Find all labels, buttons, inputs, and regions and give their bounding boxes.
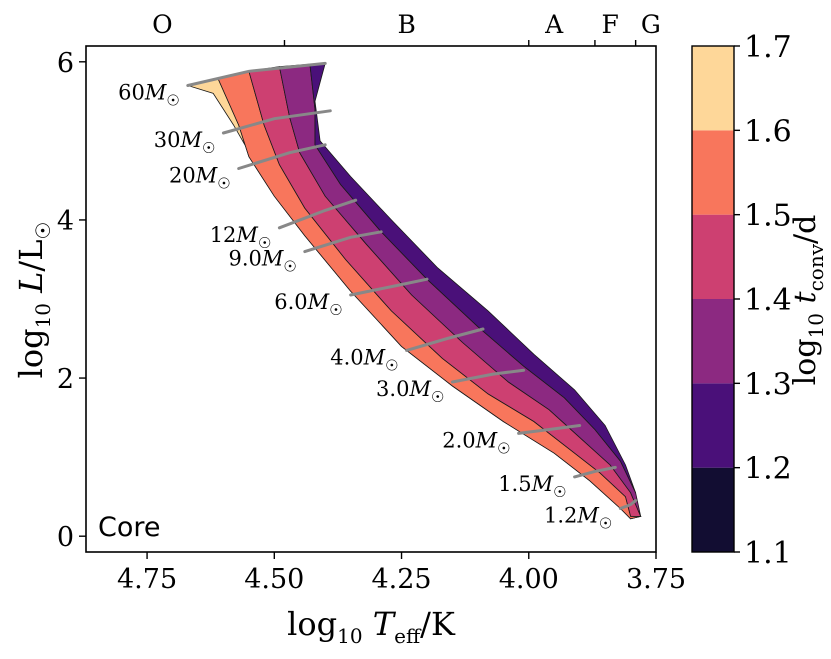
colorbar-tick-label: 1.7 [744, 30, 792, 65]
spectral-type-label: A [544, 10, 564, 39]
track-mass-label: 1.5M☉ [498, 472, 566, 501]
contour-bands [187, 62, 642, 520]
x-tick-label: 4.25 [371, 564, 431, 595]
track-line [303, 230, 383, 254]
colorbar-tick-label: 1.3 [744, 367, 792, 402]
colorbar-tick-label: 1.5 [744, 199, 792, 234]
track-line [450, 368, 526, 384]
y-axis-ticks: 0 2 4 6 [57, 48, 86, 553]
y-tick-label: 2 [57, 364, 74, 395]
track-mass-label: 6.0M☉ [274, 290, 342, 319]
track-line [618, 499, 638, 510]
spectral-type-label: O [152, 10, 173, 39]
spectral-type-label: G [641, 10, 661, 39]
x-tick-label: 4.50 [244, 564, 304, 595]
track-mass-label: 60M☉ [118, 81, 180, 110]
colorbar-segment [692, 299, 734, 384]
track-line [237, 143, 327, 170]
track-mass-label: 20M☉ [169, 164, 231, 193]
x-tick-label: 4.75 [117, 564, 177, 595]
colorbar-tick-label: 1.1 [744, 536, 792, 571]
colorbar-segment [692, 383, 734, 468]
panel-label: Core [98, 512, 161, 543]
track-line [186, 61, 327, 87]
x-tick-label: 3.75 [626, 564, 686, 595]
colorbar-segment [692, 130, 734, 215]
track-line [349, 277, 429, 297]
colorbar-tick-label: 1.6 [744, 114, 792, 149]
colorbar-segment [692, 214, 734, 299]
track-mass-label: 12M☉ [210, 223, 272, 252]
y-tick-label: 4 [57, 206, 74, 237]
track-mass-label: 30M☉ [154, 128, 216, 157]
evolutionary-tracks: 60M☉ 30M☉ 20M☉ 12M☉9.0M☉ 6.0M☉ 4.0M☉ 3.0M☉ 2.0M… [118, 61, 638, 533]
track-mass-label: 9.0M☉ [228, 247, 296, 276]
spectral-type-label: B [397, 10, 415, 39]
track-mass-label: 4.0M☉ [330, 345, 398, 374]
x-tick-label: 4.00 [499, 564, 559, 595]
y-axis-label: log10 L/L☉ [12, 222, 55, 379]
track-line [573, 465, 617, 479]
colorbar-label: log10 tconv/d [788, 215, 828, 386]
x-axis-label: log10 Teff/K [287, 605, 456, 648]
colorbar-tick-label: 1.2 [744, 452, 792, 487]
track-line [221, 109, 332, 135]
colorbar-tick-label: 1.4 [744, 283, 792, 318]
track-line [277, 198, 358, 230]
y-tick-label: 6 [57, 48, 74, 79]
colorbar-segment [692, 46, 734, 131]
colorbar-segment [692, 467, 734, 552]
track-line [517, 424, 582, 435]
spectral-type-label: F [602, 10, 619, 39]
contour-band-4 [309, 62, 636, 493]
y-tick-label: 0 [57, 522, 74, 553]
colorbar: 1.1 1.2 1.3 1.4 1.5 1.6 1.7 [691, 30, 792, 571]
track-mass-label: 3.0M☉ [376, 377, 444, 406]
x-axis-ticks: 4.75 4.50 4.25 4.00 3.75 [117, 552, 686, 595]
track-mass-label: 2.0M☉ [442, 428, 510, 457]
plot-frame [85, 45, 657, 553]
track-mass-label: 1.2M☉ [544, 504, 612, 533]
track-line [405, 327, 485, 352]
